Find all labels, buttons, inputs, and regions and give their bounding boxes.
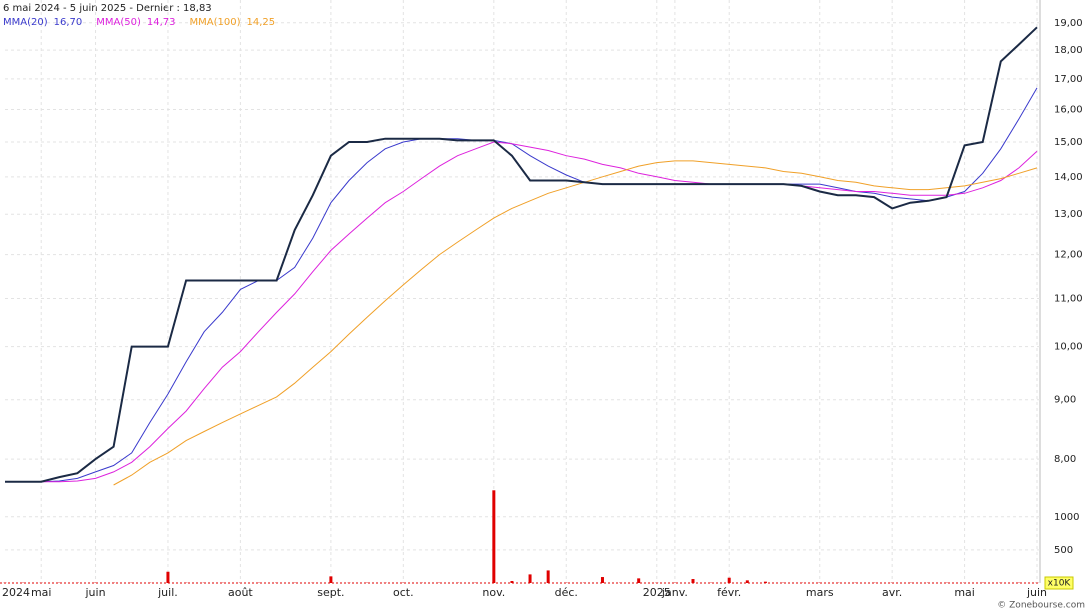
legend-value: 14,73 bbox=[147, 17, 176, 28]
y-tick-label: 19,00 bbox=[1054, 18, 1083, 29]
x-tick-label: 2024 bbox=[2, 586, 30, 599]
volume-bar bbox=[600, 577, 604, 583]
y-tick-label: 18,00 bbox=[1054, 45, 1083, 56]
y-tick-label: 8,00 bbox=[1054, 454, 1076, 465]
copyright: © Zonebourse.com bbox=[997, 601, 1085, 611]
series-line bbox=[5, 141, 1038, 483]
x-tick-label: nov. bbox=[482, 586, 505, 599]
y-tick-label: 13,00 bbox=[1054, 209, 1083, 220]
series-line bbox=[5, 87, 1038, 483]
chart-title: 6 mai 2024 - 5 juin 2025 - Dernier : 18,… bbox=[3, 3, 212, 14]
series-line bbox=[113, 160, 1038, 486]
volume-bar bbox=[727, 577, 731, 583]
y-tick-label: 11,00 bbox=[1054, 293, 1083, 304]
y-tick-label: 17,00 bbox=[1054, 74, 1083, 85]
legend-value: 16,70 bbox=[54, 17, 83, 28]
y-tick-label: 16,00 bbox=[1054, 104, 1083, 115]
x-tick-label: août bbox=[228, 586, 253, 599]
x-tick-label: mars bbox=[806, 586, 834, 599]
volume-bar bbox=[745, 580, 749, 583]
volume-bar bbox=[510, 581, 514, 583]
series-line bbox=[5, 26, 1038, 483]
y-tick-label: 10,00 bbox=[1054, 342, 1083, 353]
unit-badge bbox=[1044, 576, 1074, 590]
x-tick-label: févr. bbox=[717, 586, 741, 599]
x-tick-label: juil. bbox=[157, 586, 178, 599]
x-tick-label: oct. bbox=[393, 586, 414, 599]
legend-name: MMA(20) bbox=[3, 17, 48, 28]
y-tick-label: 1000 bbox=[1054, 512, 1079, 523]
volume-bar bbox=[166, 571, 170, 583]
volume-bar bbox=[763, 581, 767, 583]
volume-bar bbox=[528, 574, 532, 583]
x-tick-label: sept. bbox=[317, 586, 344, 599]
x-tick-label: mai bbox=[954, 586, 975, 599]
legend-name: MMA(50) bbox=[96, 17, 141, 28]
volume-unit: x10K bbox=[1048, 579, 1072, 589]
x-tick-label: mai bbox=[31, 586, 52, 599]
legend-name: MMA(100) bbox=[190, 17, 241, 28]
legend-value: 14,25 bbox=[247, 17, 276, 28]
x-tick-label: juin bbox=[1026, 586, 1047, 599]
y-tick-label: 15,00 bbox=[1054, 137, 1083, 148]
x-tick-label: janv. bbox=[661, 586, 688, 599]
volume-bar bbox=[637, 578, 641, 583]
y-tick-label: 12,00 bbox=[1054, 250, 1083, 261]
x-tick-label: avr. bbox=[882, 586, 902, 599]
y-tick-label: 14,00 bbox=[1054, 172, 1083, 183]
x-tick-label: juin bbox=[84, 586, 105, 599]
volume-bar bbox=[492, 490, 496, 583]
volume-bar bbox=[329, 576, 333, 583]
x-tick-label: 2025 bbox=[643, 586, 671, 599]
volume-bar bbox=[546, 570, 550, 583]
y-tick-label: 500 bbox=[1054, 545, 1073, 556]
volume-bar bbox=[691, 579, 695, 583]
x-tick-label: déc. bbox=[555, 586, 578, 599]
y-tick-label: 9,00 bbox=[1054, 395, 1076, 406]
